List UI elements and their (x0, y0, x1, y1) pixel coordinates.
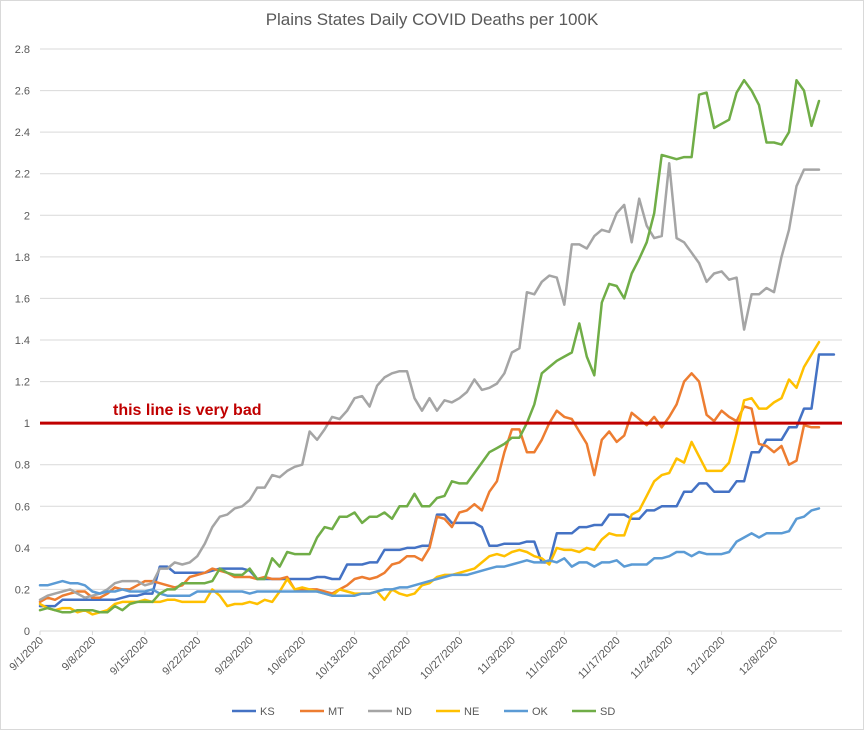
legend-label-mt: MT (328, 706, 344, 718)
x-tick-label: 9/22/2020 (160, 635, 203, 678)
y-tick-label: 0.2 (15, 584, 30, 596)
reference-line-label: this line is very bad (113, 402, 262, 419)
y-tick-label: 2.2 (15, 169, 30, 181)
series-line-nd (38, 162, 821, 602)
y-tick-label: 2.8 (15, 44, 30, 56)
y-tick-label: 0.6 (15, 501, 30, 513)
legend-label-ne: NE (464, 706, 479, 718)
y-tick-label: 0 (24, 626, 30, 638)
y-tick-label: 1.8 (15, 252, 30, 264)
x-tick-label: 9/8/2020 (60, 635, 99, 674)
reference-line-group: this line is very bad (40, 402, 842, 425)
y-tick-label: 0.8 (15, 460, 30, 472)
x-tick-label: 12/8/2020 (737, 635, 780, 678)
legend-label-sd: SD (600, 706, 615, 718)
x-tick-label: 11/3/2020 (475, 635, 518, 678)
x-tick-label: 10/27/2020 (418, 635, 465, 682)
y-tick-label: 1.6 (15, 293, 30, 305)
chart-title: Plains States Daily COVID Deaths per 100… (265, 10, 599, 29)
x-tick-label: 10/13/2020 (313, 635, 360, 682)
x-tick-label: 9/29/2020 (213, 635, 256, 678)
legend-label-ks: KS (260, 706, 275, 718)
x-tick-label: 9/1/2020 (7, 635, 46, 674)
series-line-ok (38, 507, 821, 597)
legend-label-nd: ND (396, 706, 412, 718)
series-line-mt (38, 372, 821, 604)
x-tick-label: 11/10/2020 (524, 635, 571, 682)
series-line-sd (38, 78, 821, 614)
y-tick-label: 2 (24, 210, 30, 222)
gridlines (40, 48, 842, 632)
y-axis-tick-labels: 0 0.2 0.4 0.6 0.8 1 1.2 1.4 1.6 1.8 2 2.2 2.4 2.6 2.8 (15, 44, 30, 638)
x-tick-label: 10/20/2020 (366, 635, 413, 682)
y-tick-label: 2.4 (15, 127, 30, 139)
y-tick-label: 1.4 (15, 335, 30, 347)
y-tick-label: 1 (24, 418, 30, 430)
legend-label-ok: OK (532, 706, 549, 718)
x-tick-label: 10/6/2020 (265, 635, 308, 678)
legend: KS MT ND NE OK SD (232, 706, 615, 718)
y-tick-label: 2.6 (15, 86, 30, 98)
y-tick-label: 0.4 (15, 543, 30, 555)
y-tick-label: 1.2 (15, 377, 30, 389)
series-line-ne (38, 340, 821, 616)
x-tick-label: 11/17/2020 (576, 635, 623, 682)
x-tick-label: 11/24/2020 (628, 635, 675, 682)
x-tick-label: 12/1/2020 (685, 635, 728, 678)
x-axis-tick-labels: 9/1/2020 9/8/2020 9/15/2020 9/22/2020 9/29/2… (7, 631, 780, 682)
series-lines (38, 78, 836, 616)
series-line-ks (38, 353, 836, 608)
x-tick-label: 9/15/2020 (108, 635, 151, 678)
